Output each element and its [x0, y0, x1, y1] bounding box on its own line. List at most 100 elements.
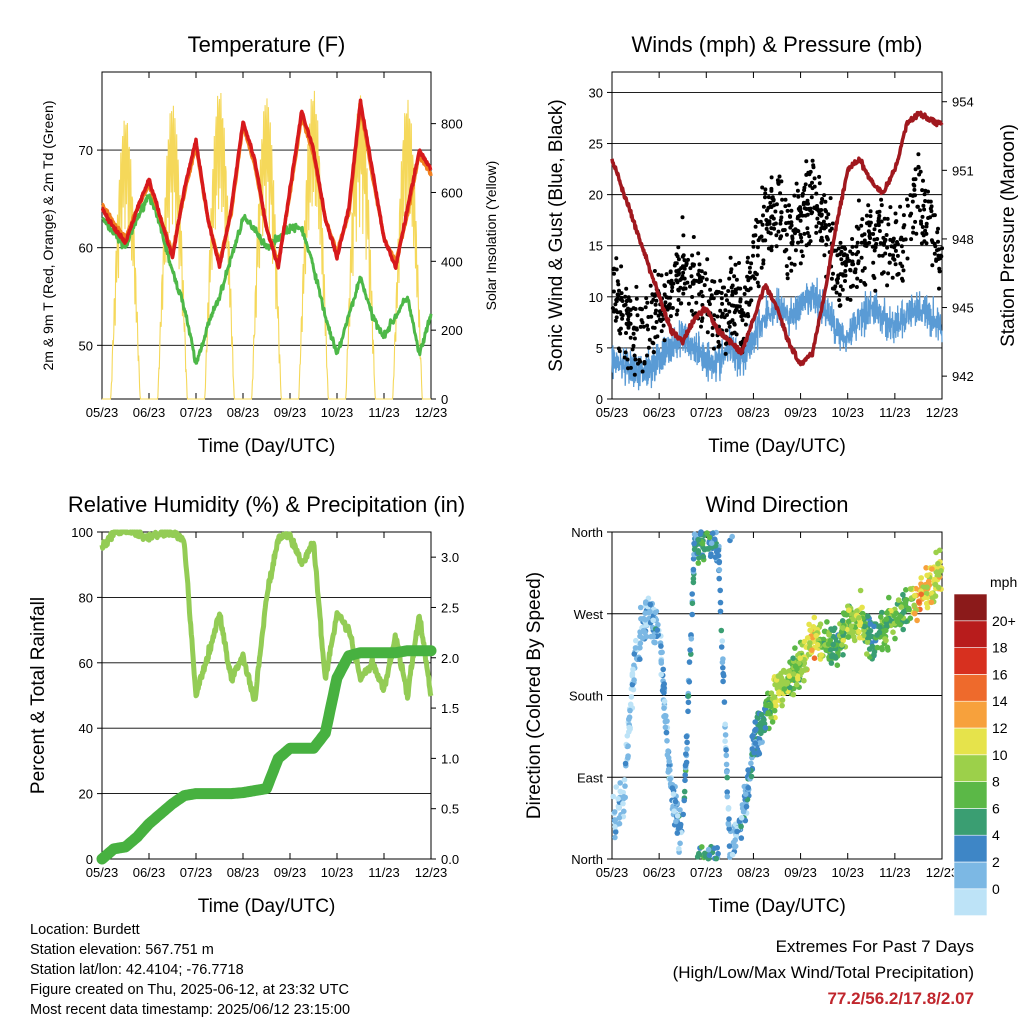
gust-point	[705, 330, 710, 335]
gust-point	[785, 276, 790, 281]
gust-point	[873, 223, 878, 228]
temp-2m-series	[100, 98, 433, 270]
direction-point	[892, 635, 898, 642]
direction-point	[932, 581, 939, 588]
dewpoint-series	[101, 193, 433, 365]
gust-point	[631, 331, 636, 336]
direction-point	[830, 641, 836, 648]
direction-point	[740, 809, 747, 815]
direction-point	[722, 738, 728, 744]
gust-point	[843, 279, 847, 283]
station-info: Location: Burdett Station elevation: 567…	[30, 920, 350, 1020]
gust-point	[800, 213, 805, 218]
gust-point	[875, 210, 880, 215]
gust-point	[688, 266, 693, 271]
direction-point	[900, 591, 906, 598]
gust-point	[779, 210, 784, 215]
direction-point	[617, 788, 624, 795]
gust-point	[749, 298, 754, 303]
direction-point	[825, 641, 832, 647]
direction-point	[762, 725, 769, 731]
direction-point	[809, 647, 815, 653]
gust-point	[766, 205, 771, 210]
gust-point	[855, 240, 860, 245]
direction-point	[699, 844, 705, 850]
gust-point	[613, 318, 618, 323]
gust-point	[753, 270, 758, 275]
direction-xtick-label: 10/23	[831, 865, 864, 880]
direction-ylabel-left: Direction (Colored By Speed)	[524, 572, 545, 819]
humidity-xtick-label: 09/23	[274, 865, 307, 880]
direction-xtick-label: 09/23	[784, 865, 817, 880]
gust-point	[699, 269, 704, 274]
direction-point	[616, 820, 623, 827]
direction-point	[886, 594, 892, 601]
gust-point	[783, 197, 788, 202]
direction-point	[661, 705, 667, 711]
gust-point	[888, 205, 893, 210]
direction-point	[790, 671, 797, 677]
gust-point	[908, 193, 913, 198]
direction-point	[667, 776, 673, 782]
gust-point	[856, 261, 861, 266]
gust-point	[736, 286, 741, 291]
gust-point	[799, 249, 804, 254]
direction-point	[795, 676, 801, 682]
direction-point	[928, 590, 935, 597]
direction-point	[637, 640, 644, 646]
direction-point	[663, 729, 670, 736]
gust-point	[755, 280, 760, 285]
direction-point	[612, 829, 619, 835]
gust-point	[920, 188, 925, 193]
legend-label: 0	[992, 881, 1000, 897]
direction-point	[814, 642, 821, 648]
direction-point	[691, 540, 697, 547]
direction-xtick-label: 05/23	[596, 865, 629, 880]
gust-point	[729, 267, 734, 272]
gust-point	[814, 224, 819, 229]
extremes-values: 77.2/56.2/17.8/2.07	[827, 989, 974, 1008]
direction-xtick-label: 08/23	[737, 865, 770, 880]
direction-point	[695, 560, 702, 566]
direction-point	[828, 660, 835, 666]
gust-point	[854, 252, 859, 257]
gust-point	[866, 203, 871, 208]
humidity-xtick-label: 06/23	[133, 865, 166, 880]
gust-point	[795, 216, 800, 221]
direction-point	[681, 797, 687, 804]
gust-point	[745, 255, 750, 260]
gust-point	[725, 313, 729, 317]
gust-point	[670, 285, 675, 290]
gust-point	[918, 169, 923, 174]
gust-point	[653, 302, 658, 307]
gust-point	[923, 188, 928, 193]
gust-point	[773, 209, 778, 214]
legend-swatch	[953, 700, 988, 729]
legend-label: 6	[992, 800, 1000, 816]
gust-point	[810, 158, 815, 163]
direction-point	[625, 753, 631, 759]
humidity-ytick-right-label: 0.0	[441, 852, 459, 867]
gust-point	[676, 245, 681, 250]
gust-point	[747, 265, 752, 270]
gust-point	[790, 239, 795, 244]
gust-point	[680, 215, 685, 220]
gust-point	[831, 271, 835, 276]
gust-point	[837, 303, 842, 308]
direction-point	[804, 635, 811, 641]
gust-point	[732, 310, 737, 315]
winds-ytick-right-label: 945	[952, 301, 974, 316]
gust-point	[814, 191, 819, 196]
direction-point	[650, 633, 656, 640]
direction-point	[725, 806, 732, 812]
direction-point	[883, 627, 889, 634]
direction-point	[810, 624, 817, 630]
direction-point	[621, 794, 627, 800]
gust-point	[691, 235, 696, 239]
direction-point	[637, 656, 643, 662]
humidity-ytick-label: 60	[79, 656, 93, 671]
direction-point	[652, 609, 659, 616]
gust-point	[672, 263, 677, 268]
gust-point	[787, 203, 791, 208]
gust-point	[620, 313, 625, 318]
